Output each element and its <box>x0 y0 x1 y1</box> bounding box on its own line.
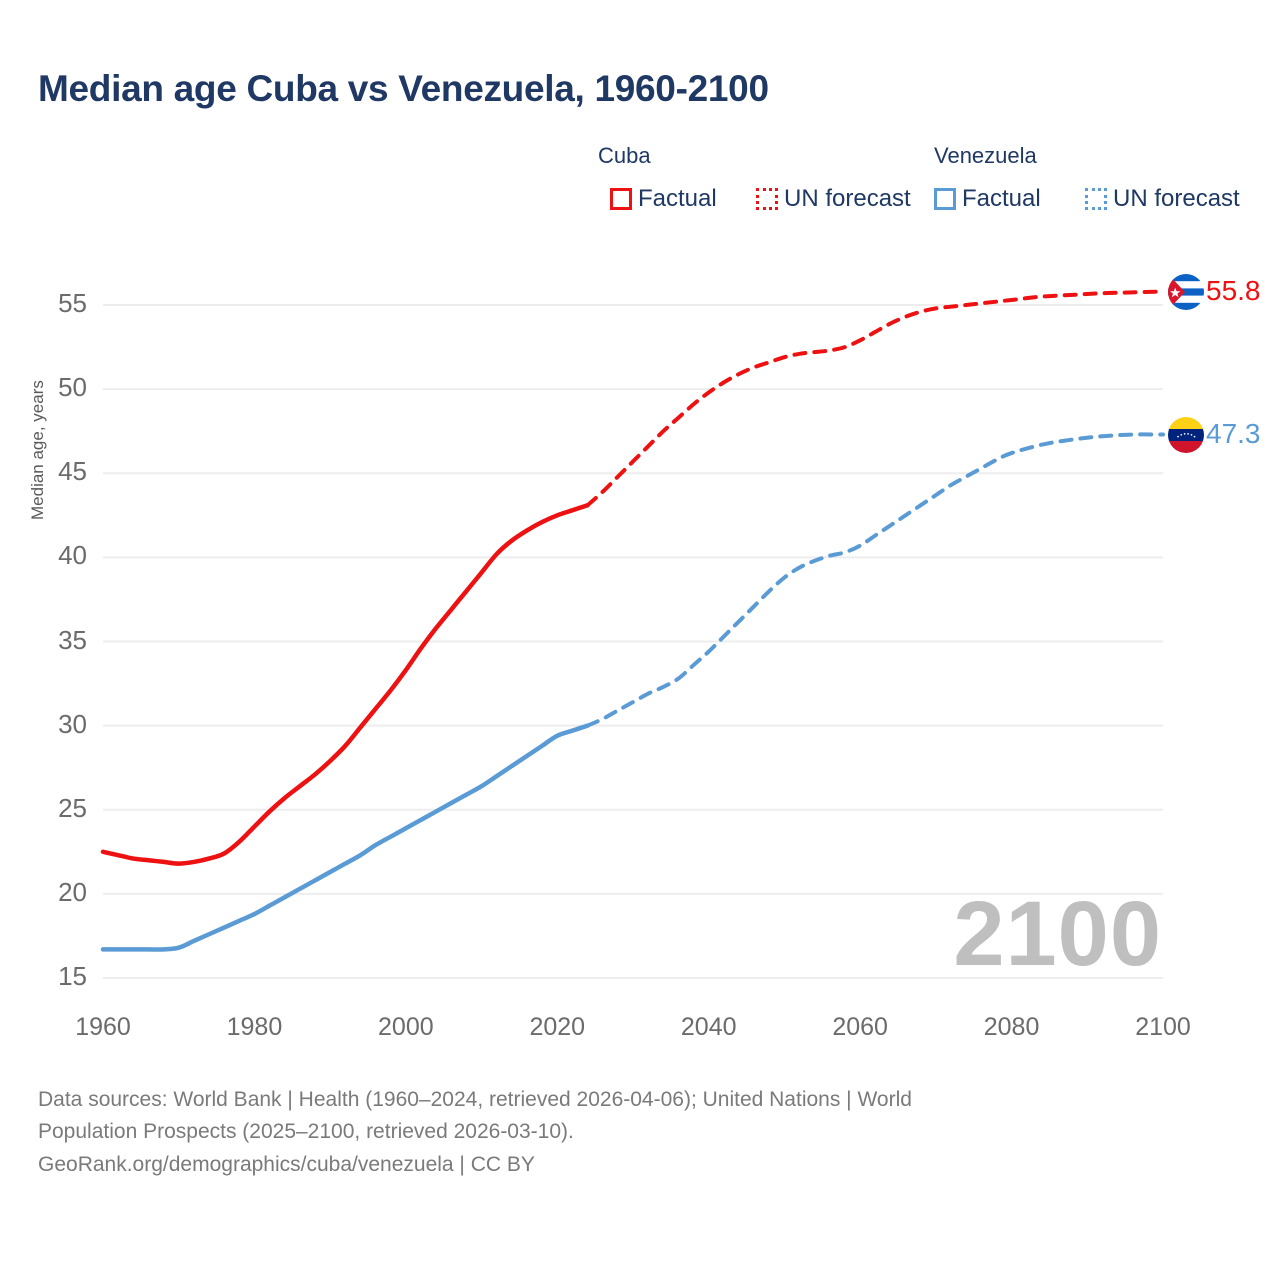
footer-line-3: GeoRank.org/demographics/cuba/venezuela … <box>38 1152 535 1176</box>
series-line-cuba-forecast <box>585 289 1165 508</box>
legend-swatch-solid-blue-icon <box>934 188 956 210</box>
x-tick-label-2000: 2000 <box>378 1013 434 1041</box>
venezuela-flag-icon <box>1168 416 1204 453</box>
legend-swatch-solid-red-icon <box>610 188 632 210</box>
y-tick-label-20: 20 <box>58 876 87 907</box>
footer-line-2: Population Prospects (2025–2100, retriev… <box>38 1120 574 1144</box>
y-tick-label-25: 25 <box>58 792 87 823</box>
legend-label-cuba-factual: Factual <box>638 185 717 212</box>
page-title: Median age Cuba vs Venezuela, 1960-2100 <box>38 68 769 109</box>
y-tick-label-55: 55 <box>58 288 87 318</box>
y-tick-label-45: 45 <box>58 456 87 487</box>
x-tick-label-2040: 2040 <box>680 1013 737 1041</box>
series-line-venezuela-factual <box>100 723 590 952</box>
x-tick-label-2100: 2100 <box>1135 1013 1191 1041</box>
legend-label-venezuela-forecast: UN forecast <box>1113 185 1240 212</box>
x-tick-label-2060: 2060 <box>832 1013 888 1041</box>
legend-item-venezuela-forecast[interactable]: UN forecast <box>1085 185 1240 213</box>
chart-series-layer <box>100 289 1165 952</box>
chart-plot-area: Median age, years 2100 15 20 25 30 35 40 45 50 5… <box>28 273 1261 1041</box>
footer-line-1: Data sources: World Bank | Health (1960–… <box>38 1088 912 1111</box>
x-tick-label-2080: 2080 <box>983 1013 1040 1041</box>
x-tick-label-1960: 1960 <box>75 1013 131 1041</box>
chart-legend: Cuba Factual UN forecast Venezuela Factu… <box>598 143 1258 223</box>
chart-svg <box>100 289 1165 979</box>
series-line-venezuela-forecast <box>585 432 1165 728</box>
chart-gridlines <box>103 304 1163 979</box>
cuba-flag-icon <box>1168 273 1204 310</box>
endpoint-value-cuba: 55.8 <box>1206 274 1261 306</box>
y-tick-label-40: 40 <box>58 540 87 571</box>
y-tick-label-50: 50 <box>58 372 87 403</box>
legend-swatch-dotted-red-icon <box>756 188 778 210</box>
x-tick-label-2020: 2020 <box>529 1013 586 1041</box>
legend-group-title-venezuela: Venezuela <box>934 143 1037 168</box>
legend-item-venezuela-factual[interactable]: Factual <box>934 185 1041 213</box>
legend-label-cuba-forecast: UN forecast <box>784 185 911 212</box>
footer-sources: Data sources: World Bank | Health (1960–… <box>38 1085 1218 1182</box>
legend-swatch-dotted-blue-icon <box>1085 188 1107 210</box>
y-tick-label-35: 35 <box>58 624 87 655</box>
endpoint-value-venezuela: 47.3 <box>1206 417 1261 449</box>
legend-label-venezuela-factual: Factual <box>962 185 1041 212</box>
y-tick-label-30: 30 <box>58 708 87 739</box>
series-line-cuba-factual <box>100 502 590 866</box>
legend-item-cuba-forecast[interactable]: UN forecast <box>756 185 911 213</box>
x-tick-label-1980: 1980 <box>226 1013 283 1041</box>
legend-group-title-cuba: Cuba <box>598 143 651 168</box>
legend-item-cuba-factual[interactable]: Factual <box>610 185 717 213</box>
y-tick-label-15: 15 <box>58 961 87 991</box>
